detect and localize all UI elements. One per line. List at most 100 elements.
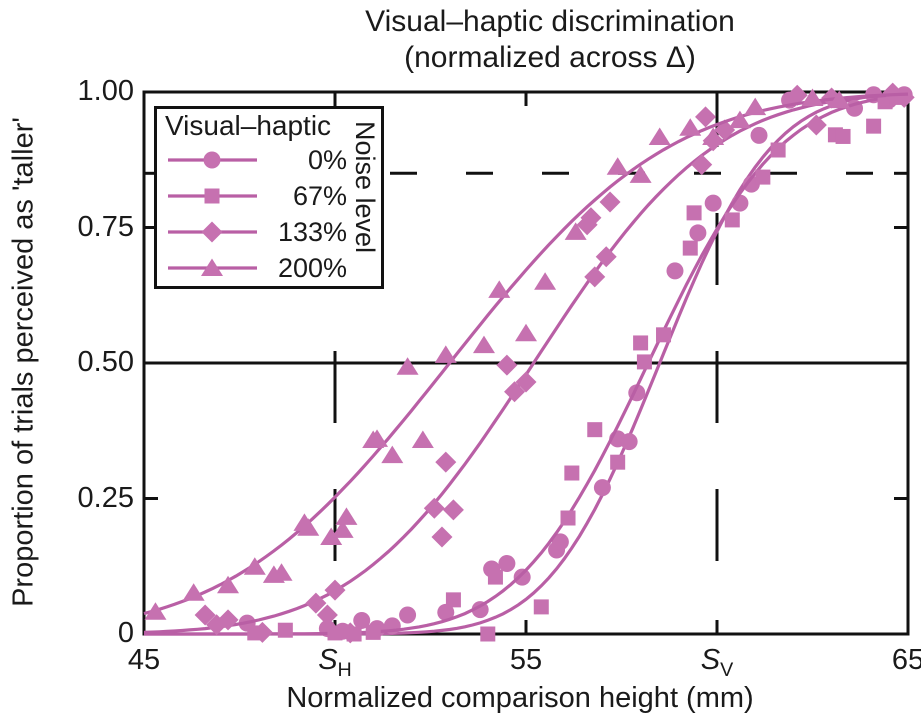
- circle-marker: [498, 555, 516, 573]
- square-marker: [633, 335, 649, 351]
- triangle-marker: [828, 90, 851, 109]
- triangle-marker: [243, 557, 266, 575]
- square-marker: [564, 465, 580, 481]
- chart-title-line2: (normalized across Δ): [404, 41, 696, 74]
- diamond-marker: [584, 266, 606, 288]
- triangle-marker: [217, 575, 240, 594]
- triangle-marker: [144, 602, 167, 620]
- chart-title-line1: Visual–haptic discrimination: [365, 5, 735, 38]
- circle-marker: [353, 611, 371, 629]
- square-marker: [480, 626, 496, 642]
- square-marker: [533, 599, 549, 615]
- y-tick-label-0: 0: [117, 616, 134, 649]
- square-marker: [755, 169, 771, 185]
- triangle-marker: [472, 335, 495, 354]
- square-marker: [866, 118, 882, 134]
- diamond-marker: [194, 604, 216, 626]
- diamond-marker: [339, 622, 361, 644]
- circle-marker: [513, 568, 531, 586]
- triangle-marker: [335, 507, 358, 525]
- diamond-marker: [435, 451, 457, 473]
- diamond-marker: [504, 381, 526, 403]
- square-marker: [636, 354, 652, 370]
- triangle-marker: [381, 445, 404, 464]
- legend-entry-label: 0%: [307, 144, 347, 175]
- diamond-marker: [251, 621, 273, 643]
- triangle-marker: [297, 518, 320, 536]
- triangle-marker: [564, 222, 587, 240]
- circle-marker: [437, 603, 455, 621]
- x-tick-label-50: SH: [318, 644, 352, 681]
- diamond-marker: [599, 191, 621, 213]
- legend-rows: 0% 67% 133% 200%: [165, 142, 377, 286]
- square-marker: [277, 622, 293, 638]
- triangle-marker: [648, 127, 671, 145]
- diamond-marker: [201, 221, 223, 243]
- triangle-marker: [515, 323, 537, 342]
- legend-marker-square: [168, 188, 257, 204]
- diamond-marker: [431, 526, 453, 548]
- triangle-marker: [201, 258, 223, 276]
- y-tick-label-0.5: 0.50: [77, 345, 134, 378]
- diamond-marker: [217, 609, 239, 631]
- triangle-marker: [270, 563, 293, 581]
- diamond-marker: [496, 354, 518, 376]
- y-tick-label-0.75: 0.75: [77, 210, 134, 243]
- circle-marker: [620, 433, 638, 451]
- triangle-marker: [702, 127, 725, 145]
- triangle-marker: [629, 165, 652, 183]
- x-tick-label-45: 45: [127, 644, 161, 676]
- legend-entry-label: 200%: [277, 252, 347, 283]
- legend-row-0%: 0%: [165, 142, 377, 178]
- triangle-marker: [434, 345, 457, 363]
- triangle-marker: [182, 583, 205, 601]
- square-marker: [682, 240, 698, 256]
- y-tick-label-0.25: 0.25: [77, 481, 134, 514]
- square-marker: [686, 205, 702, 221]
- legend-row-133%: 133%: [165, 214, 377, 250]
- circle-marker: [593, 479, 611, 497]
- square-marker: [560, 510, 576, 526]
- x-axis-label: Normalized comparison height (mm): [286, 682, 754, 714]
- square-marker: [835, 128, 851, 144]
- legend: Visual–haptic 0% 67% 133% 200% Noise level: [154, 106, 384, 289]
- diamond-marker: [691, 154, 713, 176]
- triangle-marker: [728, 110, 751, 129]
- square-marker: [204, 188, 220, 204]
- legend-entry-label: 133%: [277, 216, 347, 247]
- fit-curve-200%: [143, 92, 909, 616]
- square-marker: [487, 569, 503, 585]
- x-tick-label-65: 65: [891, 644, 921, 676]
- series-133%: [143, 82, 915, 644]
- circle-marker: [750, 126, 768, 144]
- square-marker: [656, 327, 672, 343]
- circle-marker: [551, 533, 569, 551]
- legend-row-200%: 200%: [165, 250, 377, 286]
- legend-marker-diamond: [168, 221, 257, 243]
- triangle-marker: [411, 430, 434, 448]
- circle-marker: [666, 262, 684, 280]
- square-marker: [445, 592, 461, 608]
- triangle-marker: [366, 429, 389, 447]
- legend-marker-circle: [168, 151, 257, 169]
- square-marker: [365, 624, 381, 640]
- square-marker: [587, 422, 603, 438]
- legend-row-67%: 67%: [165, 178, 377, 214]
- diamond-marker: [442, 499, 464, 521]
- square-marker: [770, 142, 786, 158]
- diamond-marker: [805, 114, 827, 136]
- square-marker: [724, 212, 740, 228]
- diamond-marker: [786, 84, 808, 106]
- circle-marker: [203, 151, 221, 169]
- series-200%: [143, 88, 909, 620]
- triangle-marker: [488, 280, 511, 298]
- x-tick-label-55: 55: [509, 644, 543, 676]
- legend-title: Visual–haptic: [165, 110, 332, 141]
- diamond-marker: [580, 207, 602, 229]
- y-tick-label-1: 1.00: [77, 74, 134, 107]
- axes-box: [142, 90, 910, 636]
- circle-marker: [704, 194, 722, 212]
- square-marker: [327, 625, 343, 641]
- diamond-marker: [305, 592, 327, 614]
